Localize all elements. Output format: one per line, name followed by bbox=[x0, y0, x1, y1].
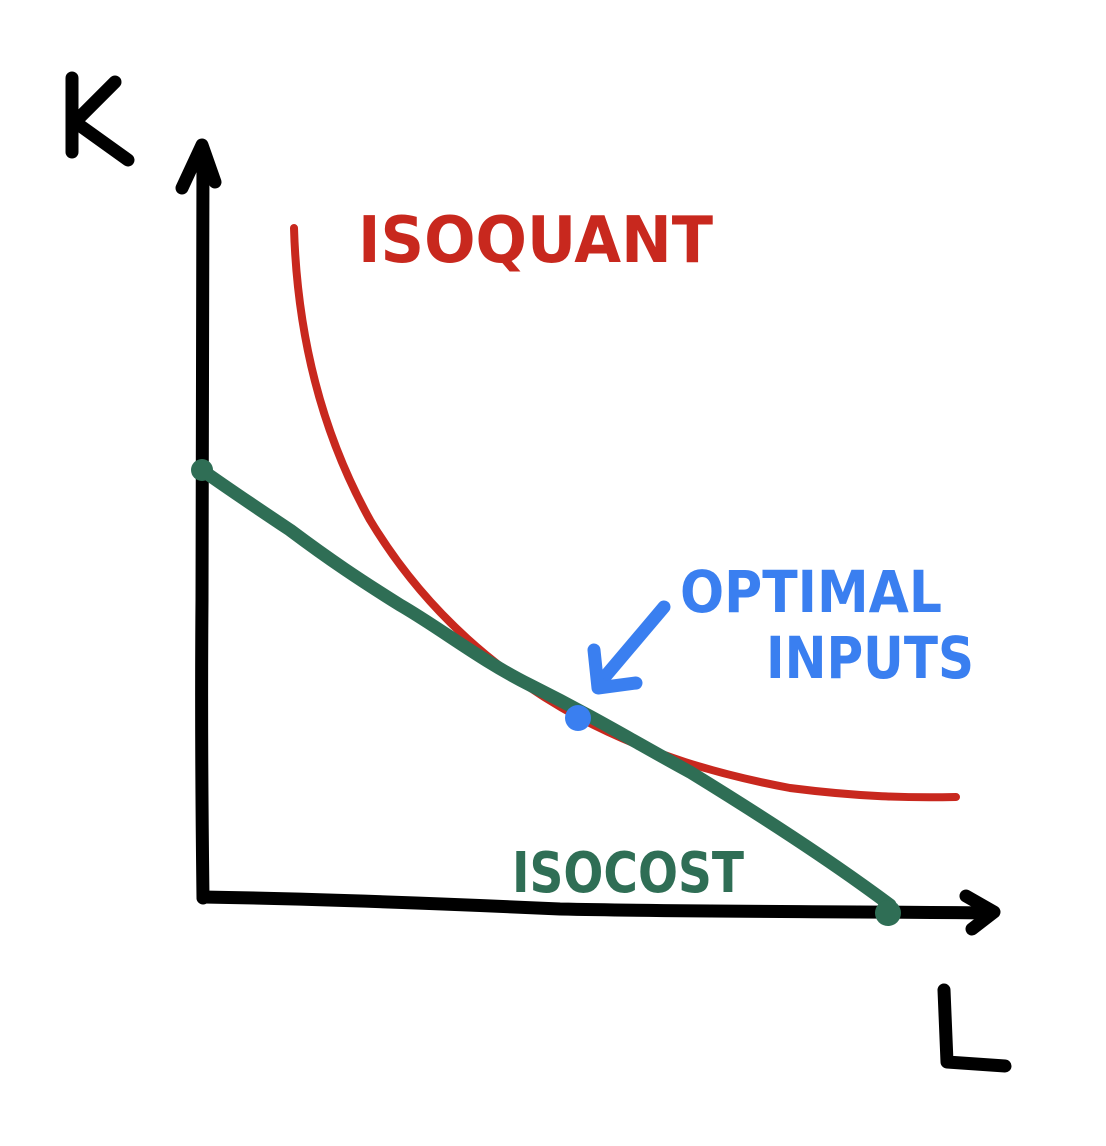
y-axis-arrowhead bbox=[175, 138, 222, 195]
optimal-inputs-label-line2: INPUTS bbox=[766, 624, 974, 692]
x-axis-label bbox=[937, 983, 1012, 1073]
axes bbox=[175, 138, 1001, 936]
x-axis-arrowhead bbox=[959, 889, 1001, 936]
optimal-point bbox=[565, 705, 591, 731]
x-axis bbox=[196, 890, 997, 920]
isoquant-curve bbox=[290, 224, 960, 802]
optimal-inputs-label-line1: OPTIMAL bbox=[680, 558, 942, 626]
isoquant-label: ISOQUANT bbox=[358, 204, 713, 278]
optimal-arrow bbox=[587, 600, 671, 695]
isocost-y-intercept-dot bbox=[191, 459, 213, 481]
y-axis-label bbox=[65, 71, 135, 167]
isocost-x-intercept-dot bbox=[875, 900, 901, 926]
y-axis bbox=[195, 143, 210, 905]
isocost-label: ISOCOST bbox=[512, 841, 744, 906]
isocost-line bbox=[195, 463, 897, 912]
